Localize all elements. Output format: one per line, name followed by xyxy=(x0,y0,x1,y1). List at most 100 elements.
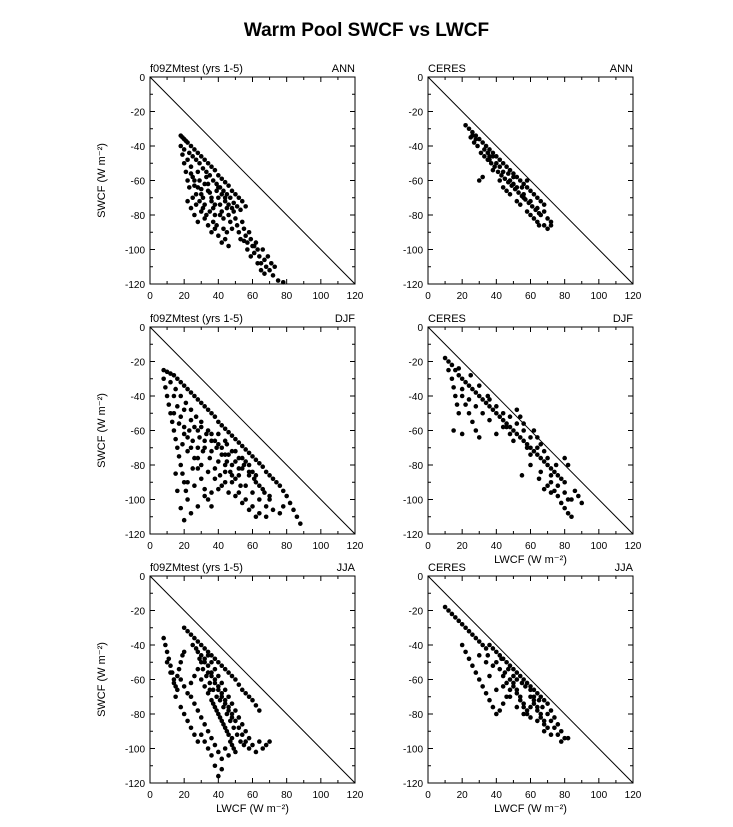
data-point xyxy=(188,680,194,686)
data-point xyxy=(205,188,211,194)
data-point xyxy=(470,663,475,668)
data-point xyxy=(505,666,511,672)
data-point xyxy=(504,164,509,169)
panel-right-label: JJA xyxy=(615,562,634,574)
data-point xyxy=(236,229,242,235)
data-point xyxy=(192,393,197,399)
data-point xyxy=(169,419,175,425)
scatter-panel-3: 0 20 40 60 80 100 120 0 -20 -40 -60 -80 -100 -120 f09Z… xyxy=(96,313,364,552)
x-tick-label: 40 xyxy=(213,541,225,552)
data-point xyxy=(251,250,257,256)
data-point xyxy=(511,680,516,686)
data-point xyxy=(478,150,484,156)
data-point xyxy=(482,147,487,152)
data-point xyxy=(548,708,554,713)
data-point xyxy=(507,424,513,430)
data-point xyxy=(210,178,216,183)
data-point xyxy=(519,680,525,686)
data-point xyxy=(202,202,207,207)
data-point xyxy=(548,479,554,485)
data-point xyxy=(500,684,506,689)
data-point xyxy=(186,185,192,190)
data-point xyxy=(536,476,542,482)
data-point xyxy=(181,424,187,430)
data-point xyxy=(205,428,211,433)
data-point xyxy=(497,164,503,169)
data-point xyxy=(229,735,235,741)
data-point xyxy=(173,436,178,442)
data-point xyxy=(528,684,533,689)
data-point xyxy=(212,680,218,686)
x-tick-label: 40 xyxy=(213,790,225,801)
data-point xyxy=(541,718,547,724)
y-tick-label: 0 xyxy=(139,73,145,84)
data-point xyxy=(180,152,185,157)
data-point xyxy=(233,436,238,442)
data-point xyxy=(176,454,182,459)
data-point xyxy=(521,421,526,426)
data-point xyxy=(243,739,248,744)
data-point xyxy=(490,704,496,710)
data-point xyxy=(504,659,509,665)
data-point xyxy=(202,722,207,727)
data-point xyxy=(171,677,177,682)
data-point xyxy=(188,725,194,731)
data-point xyxy=(227,195,233,201)
data-point xyxy=(209,195,214,201)
data-point xyxy=(193,192,199,197)
data-point xyxy=(202,486,207,492)
data-point xyxy=(262,490,267,495)
data-point xyxy=(205,223,211,228)
data-point xyxy=(181,711,187,717)
data-point xyxy=(523,684,528,689)
data-point xyxy=(250,742,255,748)
panel-left-label: CERES xyxy=(428,63,466,75)
data-point xyxy=(492,164,497,169)
data-point xyxy=(233,677,238,682)
data-point xyxy=(494,687,499,693)
x-tick-label: 100 xyxy=(312,291,329,302)
data-point xyxy=(473,404,479,409)
data-point xyxy=(463,379,468,385)
reference-line xyxy=(427,76,634,285)
data-point xyxy=(219,691,225,696)
data-point xyxy=(246,462,252,468)
data-point xyxy=(226,212,231,218)
data-point xyxy=(212,677,218,682)
data-point xyxy=(483,646,489,651)
data-point xyxy=(222,198,228,204)
data-point xyxy=(257,254,262,259)
data-point xyxy=(499,173,504,178)
data-point xyxy=(209,753,214,758)
data-point xyxy=(227,469,233,475)
data-point xyxy=(277,511,283,516)
data-point xyxy=(535,435,540,440)
data-point xyxy=(536,697,542,703)
data-point xyxy=(161,635,166,641)
data-point xyxy=(253,473,259,478)
data-point xyxy=(207,209,213,214)
data-point xyxy=(197,160,202,166)
data-point xyxy=(226,732,231,737)
data-point xyxy=(263,469,269,475)
data-point xyxy=(528,715,533,720)
panel-left-label: CERES xyxy=(428,313,466,325)
data-point xyxy=(233,718,238,724)
data-point xyxy=(217,473,223,478)
data-point xyxy=(579,500,585,506)
data-point xyxy=(263,504,269,509)
data-point xyxy=(239,219,245,225)
data-point xyxy=(280,504,286,509)
data-point xyxy=(176,421,182,426)
data-point xyxy=(502,176,508,182)
data-point xyxy=(545,483,550,489)
data-point xyxy=(216,459,221,464)
data-point xyxy=(166,402,172,407)
data-point xyxy=(473,670,479,675)
data-point xyxy=(541,448,547,454)
data-point xyxy=(185,140,190,145)
data-point xyxy=(217,715,223,720)
data-point xyxy=(233,192,238,197)
x-axis-title: LWCF (W m⁻²) xyxy=(494,803,567,815)
data-point xyxy=(195,185,201,190)
